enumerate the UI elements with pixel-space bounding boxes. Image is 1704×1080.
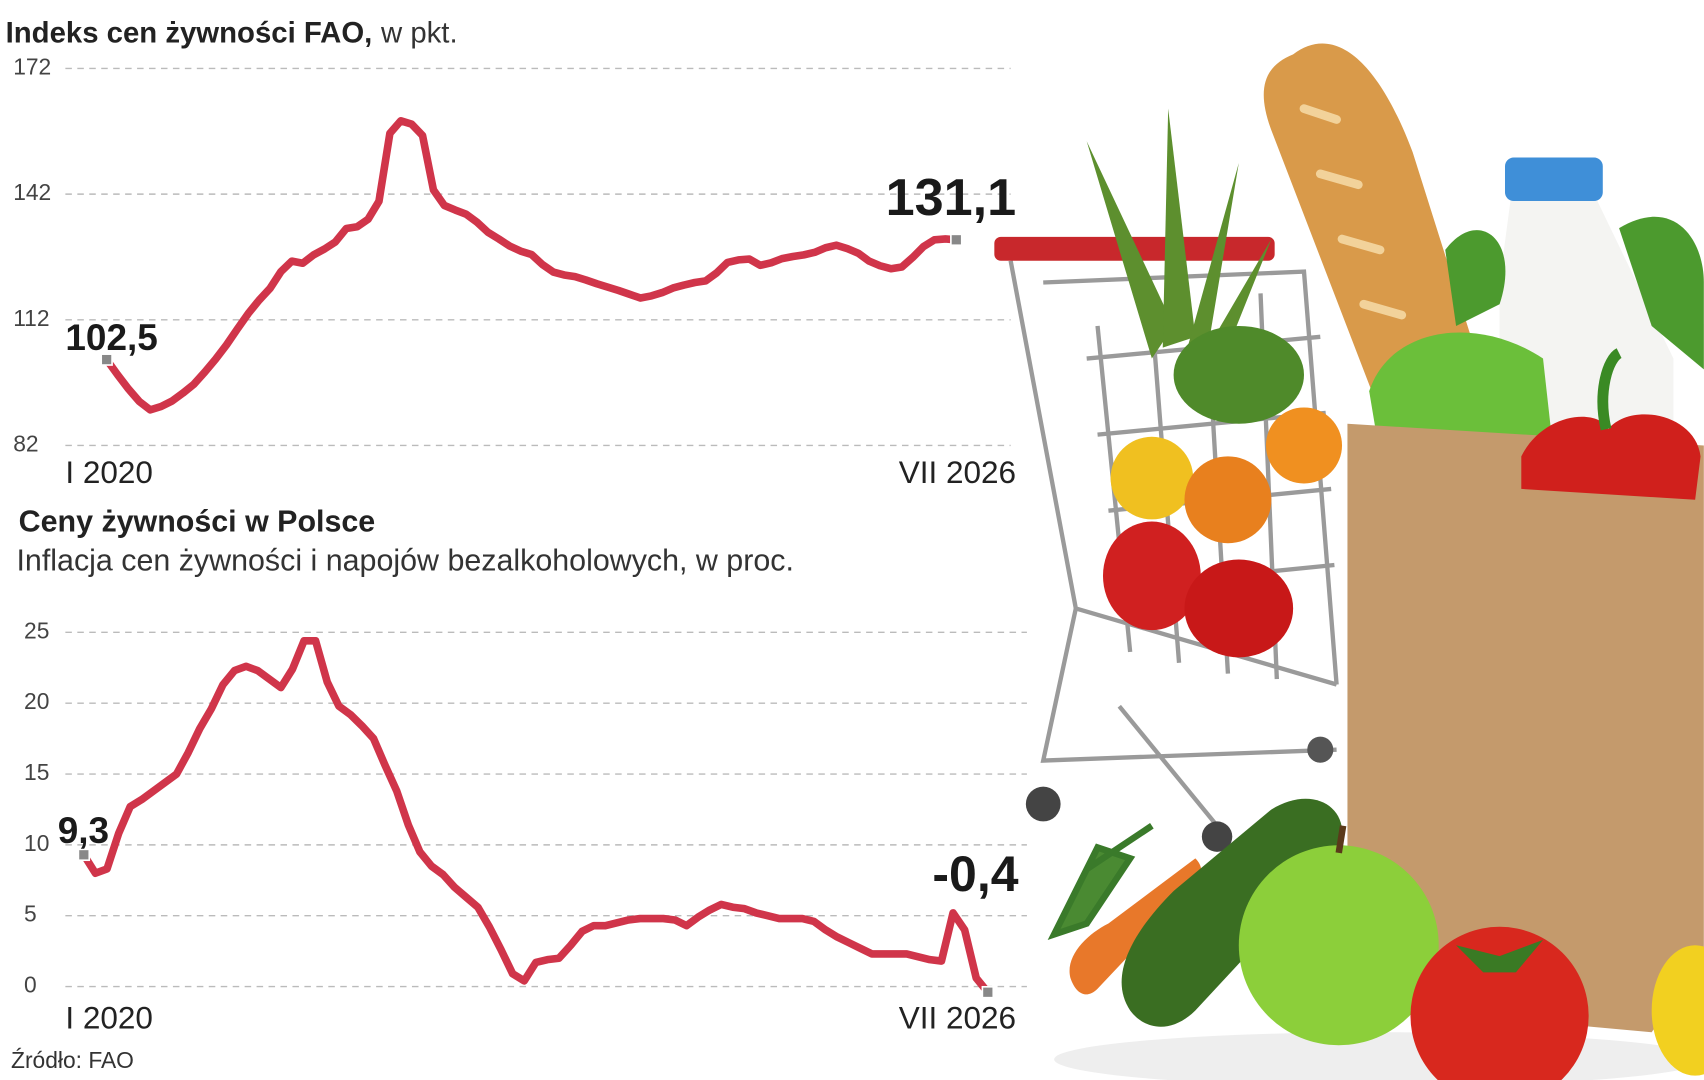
data-line [80,637,992,997]
end-marker [950,233,963,247]
chart-2-title: Ceny żywności w Polsce [19,504,376,538]
value-label: 131,1 [886,169,1016,227]
end-marker [981,985,995,999]
x-tick-label: I 2020 [65,454,153,490]
chart-2-subtitle: Inflacja cen żywności i napojów bezalkoh… [16,543,793,577]
value-label: -0,4 [932,846,1018,902]
data-line [102,117,961,414]
y-tick-label: 0 [24,972,37,998]
x-tick-label: VII 2026 [899,454,1016,490]
y-tick-label: 112 [13,305,49,331]
unit: w pkt. [380,16,458,49]
grocery-illustration [994,43,1704,1080]
y-tick-label: 82 [13,431,38,457]
y-tick-label: 10 [24,830,49,856]
value-label: 102,5 [65,317,157,358]
source: Źródło: FAO [11,1047,134,1073]
value-label: 9,3 [58,810,109,851]
y-tick-label: 172 [13,53,51,79]
end-marker [100,353,113,366]
title: Indeks cen żywności FAO, [6,16,373,49]
y-tick-label: 15 [24,759,49,785]
y-tick-label: 20 [24,688,49,714]
y-tick-label: 5 [24,901,37,927]
y-tick-label: 25 [24,617,49,643]
end-marker [77,848,91,862]
x-tick-label: VII 2026 [899,1000,1016,1036]
y-tick-label: 142 [13,179,51,205]
chart-1-title: Indeks cen żywności FAO, w pkt. [6,16,458,49]
x-tick-label: I 2020 [65,1000,153,1036]
